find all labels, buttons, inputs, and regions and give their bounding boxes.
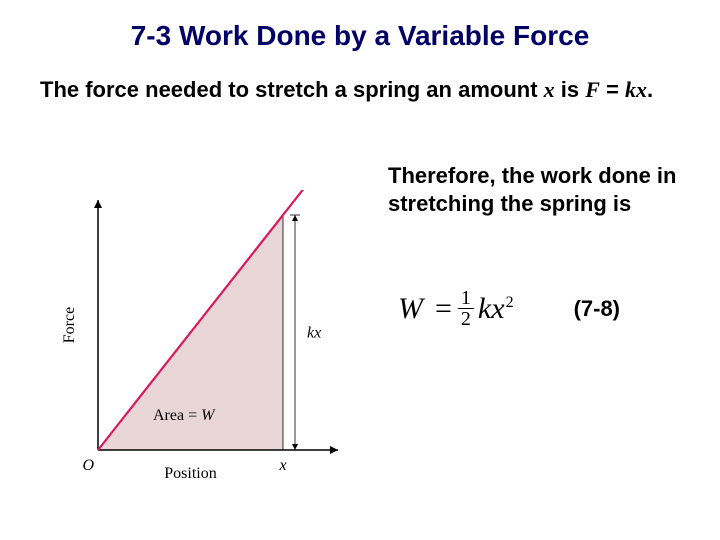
eq-exp: 2	[506, 294, 514, 311]
force-position-chart: Force Position Ox kx Area = W	[58, 190, 358, 500]
eq-fraction: 1 2	[458, 288, 474, 329]
page-title: 7-3 Work Done by a Variable Force	[0, 0, 720, 52]
eq-sign: =	[435, 292, 452, 326]
svg-text:O: O	[82, 457, 94, 474]
svg-text:kx: kx	[307, 325, 321, 342]
eq-term: kx2	[478, 292, 514, 326]
svg-text:Position: Position	[164, 465, 216, 482]
svg-text:x: x	[278, 457, 286, 474]
intro-suffix: .	[647, 77, 653, 102]
svg-text:Area = W: Area = W	[153, 407, 216, 424]
therefore-text: Therefore, the work done in stretching t…	[388, 162, 708, 217]
eq-lhs: W	[398, 292, 423, 326]
intro-var-x: x	[544, 77, 555, 102]
intro-mid: is	[555, 77, 586, 102]
svg-text:Force: Force	[61, 307, 78, 343]
intro-eq: =	[600, 77, 625, 102]
equation-block: W = 1 2 kx2 (7-8)	[398, 288, 620, 329]
eq-frac-num: 1	[458, 288, 474, 309]
equation-number: (7-8)	[574, 296, 620, 322]
intro-prefix: The force needed to stretch a spring an …	[40, 77, 544, 102]
intro-text: The force needed to stretch a spring an …	[40, 76, 680, 105]
intro-var-kx: kx	[625, 77, 647, 102]
eq-frac-den: 2	[458, 309, 474, 329]
intro-var-f: F	[585, 77, 600, 102]
equation: W = 1 2 kx2	[398, 288, 514, 329]
